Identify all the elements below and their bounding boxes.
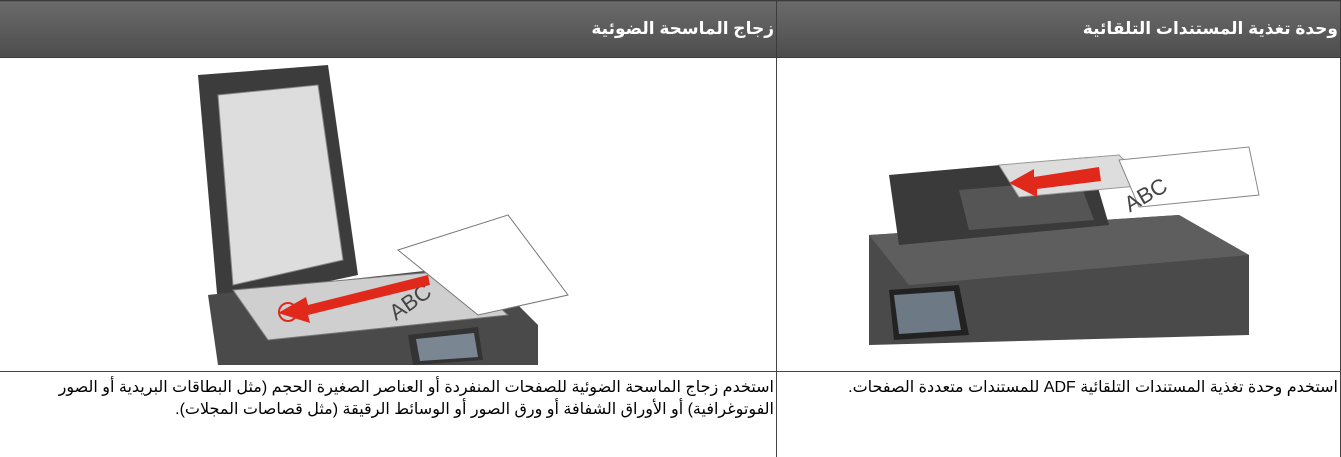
image-cell: ABC <box>0 57 777 372</box>
header-cell: وحدة تغذية المستندات التلقائية <box>776 0 1341 58</box>
image-row: ABC ABC <box>0 57 1341 372</box>
image-cell: ABC <box>776 57 1341 372</box>
header-row: وحدة تغذية المستندات التلقائية زجاج الما… <box>0 0 1341 58</box>
glass-illustration: ABC <box>198 64 569 365</box>
adf-illustration: ABC <box>868 145 1260 345</box>
text-row: استخدم وحدة تغذية المستندات التلقائية AD… <box>0 371 1341 457</box>
text-cell: استخدم زجاج الماسحة الضوئية للصفحات المن… <box>0 371 777 457</box>
text-cell: استخدم وحدة تغذية المستندات التلقائية AD… <box>776 371 1341 457</box>
header-cell: زجاج الماسحة الضوئية <box>0 0 777 58</box>
